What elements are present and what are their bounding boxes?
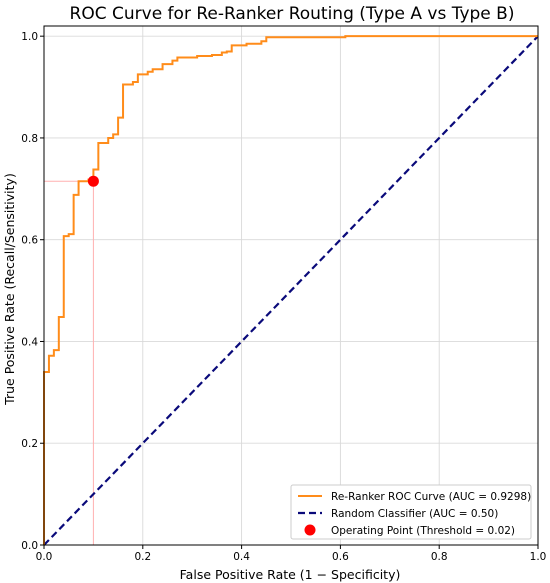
- y-tick-label: 0.4: [21, 336, 38, 348]
- legend-operating-point-swatch: [304, 524, 316, 536]
- x-tick-label: 0.0: [36, 551, 53, 563]
- x-tick-label: 0.8: [431, 551, 448, 563]
- operating-point-marker: [87, 175, 99, 187]
- roc-curve-line: [43, 35, 538, 545]
- y-tick-label: 0.2: [21, 438, 38, 450]
- y-tick-label: 0.0: [21, 540, 38, 552]
- x-tick-label: 0.2: [134, 551, 151, 563]
- y-tick-label: 0.8: [21, 133, 38, 145]
- tick-labels: 0.0 0.2 0.4 0.6 0.8 1.0 0.0 0.2 0.4 0.6 0.8 1.0: [21, 31, 546, 563]
- y-tick-label: 1.0: [21, 31, 38, 43]
- legend-random-label: Random Classifier (AUC = 0.50): [331, 508, 498, 520]
- x-tick-label: 0.6: [332, 551, 349, 563]
- legend-roc-label: Re-Ranker ROC Curve (AUC = 0.9298): [331, 491, 531, 503]
- legend: Re-Ranker ROC Curve (AUC = 0.9298) Rando…: [290, 484, 532, 540]
- random-classifier-line: [43, 35, 539, 546]
- legend-box: [290, 484, 532, 540]
- chart-title: ROC Curve for Re-Ranker Routing (Type A …: [70, 4, 515, 24]
- legend-operating-point-label: Operating Point (Threshold = 0.02): [331, 525, 515, 537]
- x-tick-label: 1.0: [530, 551, 547, 563]
- plot-frame: [43, 25, 539, 546]
- x-tick-label: 0.4: [233, 551, 250, 563]
- y-tick-label: 0.6: [21, 235, 38, 247]
- plot-area: [43, 35, 539, 546]
- y-axis-label: True Positive Rate (Recall/Sensitivity): [2, 173, 17, 406]
- axes: [40, 25, 539, 549]
- x-axis-label: False Positive Rate (1 − Specificity): [180, 567, 401, 582]
